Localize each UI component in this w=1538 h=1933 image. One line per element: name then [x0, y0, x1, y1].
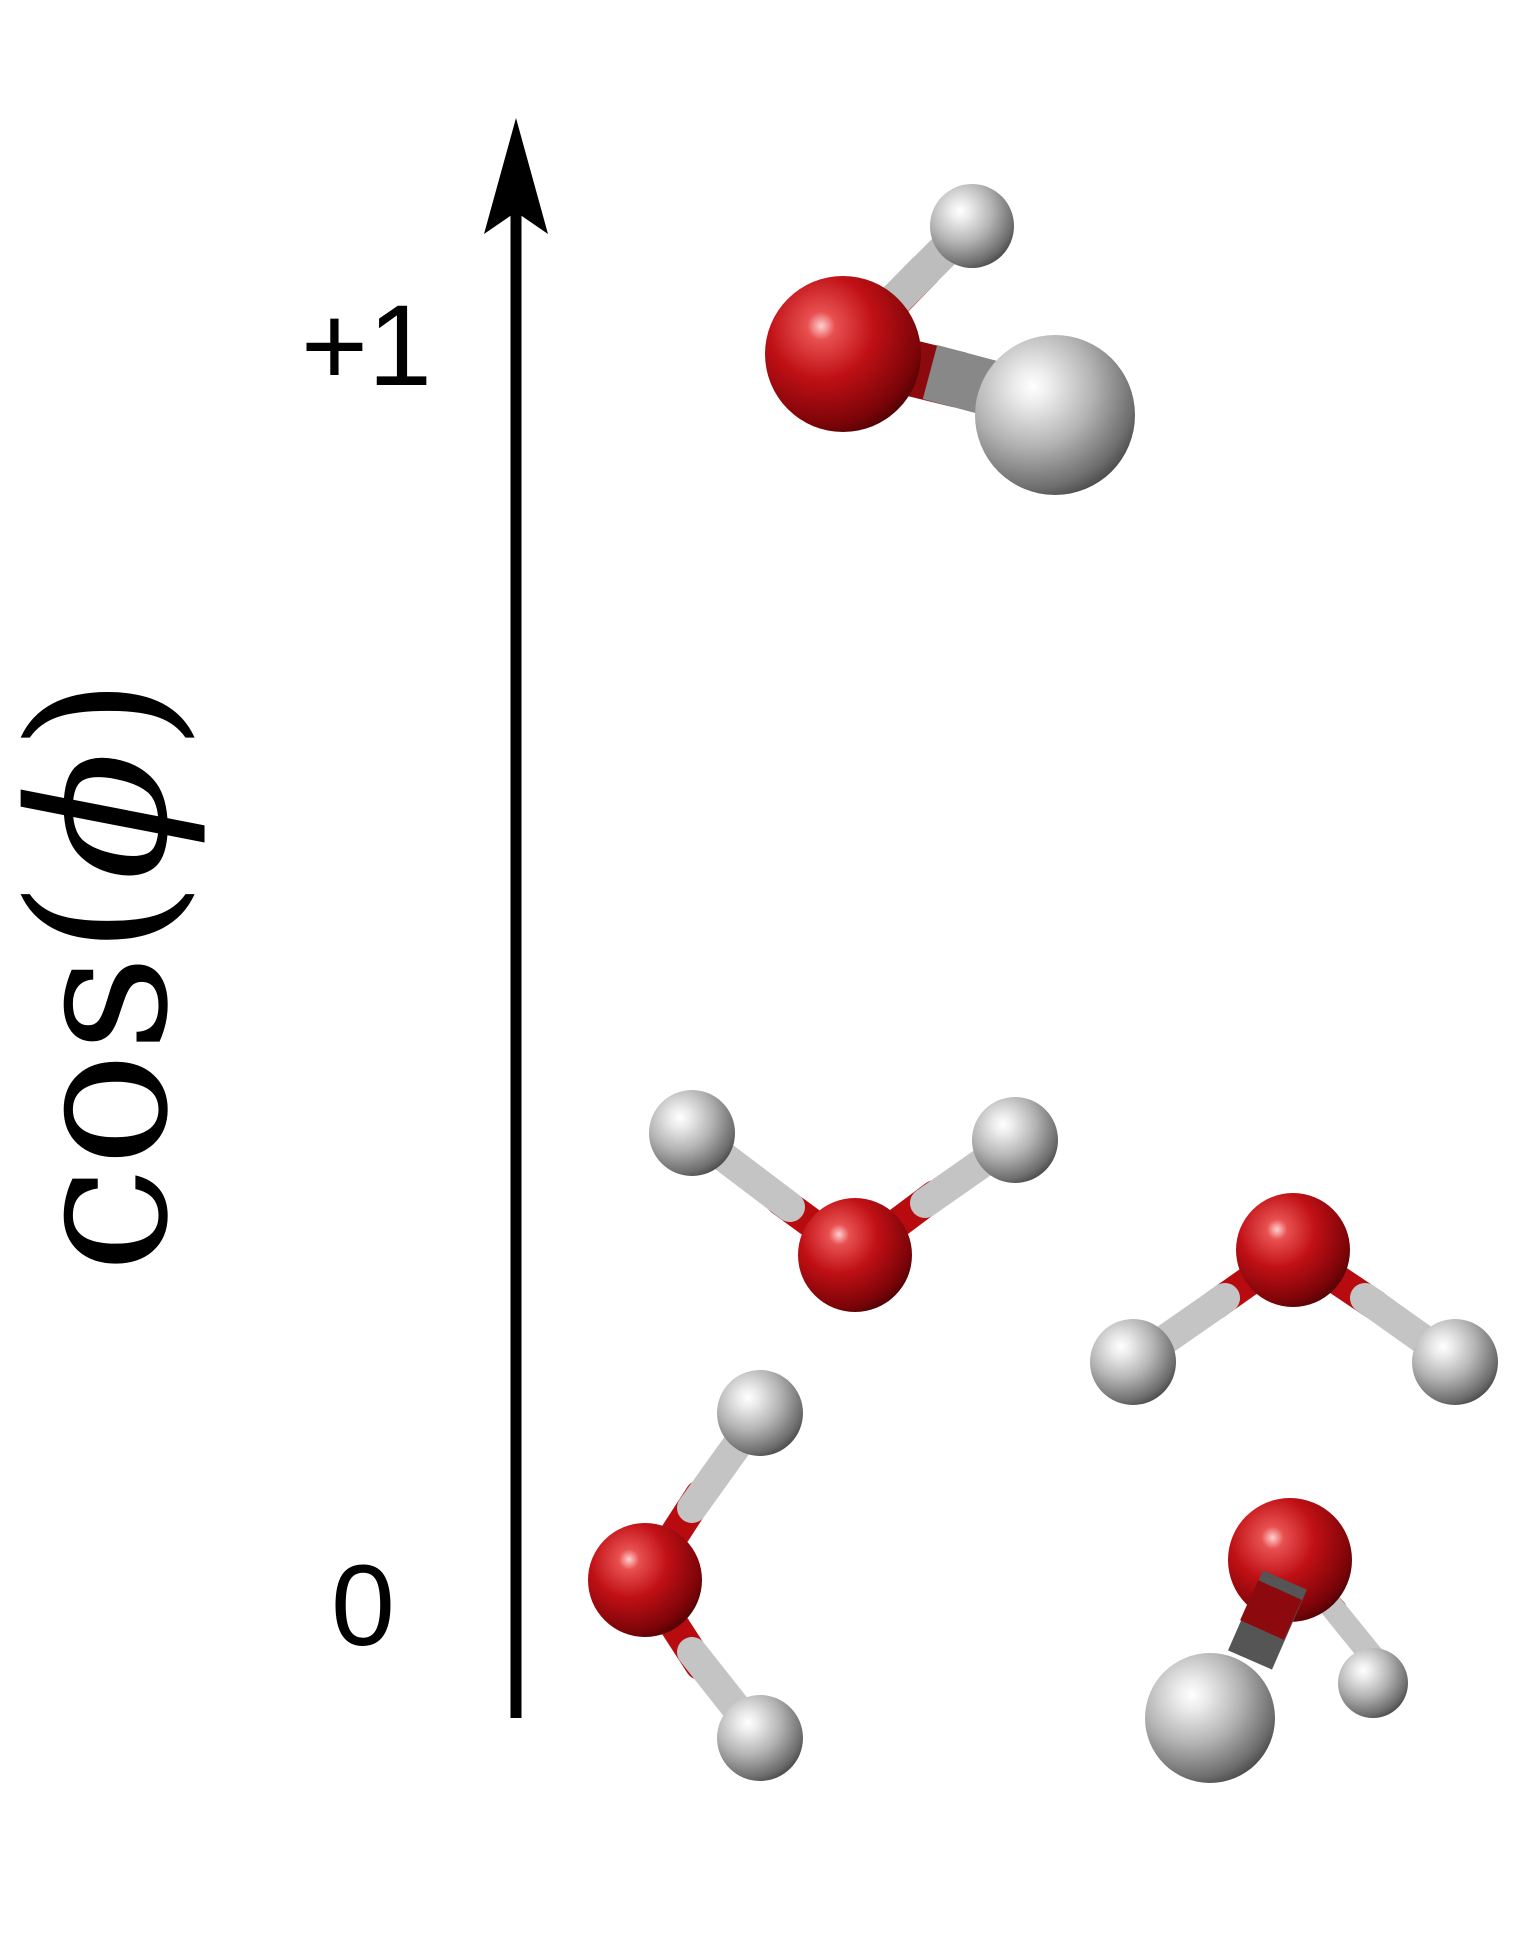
svg-text:cos(ϕ): cos(ϕ) [0, 677, 210, 1273]
axis-title-close-paren: ) [0, 677, 210, 751]
water-molecule-middle-left [649, 1090, 1058, 1312]
hydrogen-atom [1338, 1648, 1408, 1718]
hydrogen-atom [649, 1090, 735, 1176]
oxygen-atom [765, 276, 921, 432]
axis-title-phi: ϕ [0, 751, 210, 881]
tick-label-bottom: 0 [331, 1542, 395, 1670]
water-molecule-bottom-right [1145, 1498, 1408, 1783]
axis-arrowhead [484, 118, 548, 234]
hydrogen-atom [975, 335, 1135, 495]
water-molecule-middle-right [1090, 1193, 1498, 1405]
oxygen-atom [588, 1523, 702, 1637]
axis-title: cos(ϕ) [0, 677, 210, 1273]
hydrogen-atom [717, 1370, 803, 1456]
oh-bond [1240, 1580, 1302, 1640]
water-molecule-bottom-left [588, 1370, 803, 1781]
hydrogen-atom [930, 184, 1014, 268]
axis-title-cos: cos [0, 955, 210, 1273]
hydrogen-atom [1090, 1319, 1176, 1405]
axis-title-open-paren: ( [0, 881, 210, 955]
hydrogen-atom [717, 1695, 803, 1781]
tick-label-top: +1 [301, 282, 432, 410]
hydrogen-atom [972, 1097, 1058, 1183]
hydrogen-atom [1145, 1653, 1275, 1783]
water-molecule-top [765, 184, 1135, 495]
oxygen-atom [798, 1198, 912, 1312]
hydrogen-atom [1412, 1319, 1498, 1405]
oxygen-atom [1236, 1193, 1350, 1307]
vertical-axis [484, 118, 548, 1718]
